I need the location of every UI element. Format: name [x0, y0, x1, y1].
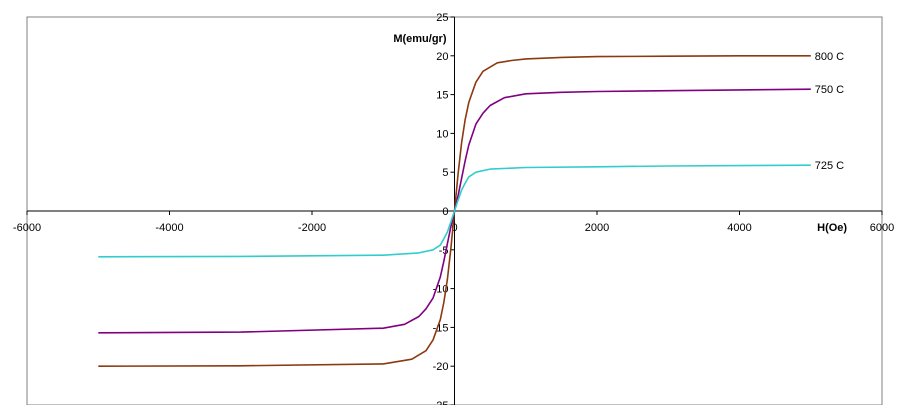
y-tick-label: 15	[436, 90, 448, 102]
axes-layer: -6000-4000-20000200040006000-25-20-15-10…	[13, 12, 894, 410]
y-tick-label: -25	[433, 400, 449, 405]
x-axis-title: H(Oe)	[817, 222, 847, 234]
x-tick-label: 4000	[727, 222, 751, 234]
y-tick-label: 25	[436, 12, 448, 24]
series-line-800-c	[98, 54, 811, 368]
x-tick-label: -6000	[13, 222, 41, 234]
y-tick-label: 20	[436, 51, 448, 63]
x-tick-label: 0	[451, 222, 457, 234]
series-label-800-c: 800 C	[815, 51, 844, 63]
series-label-750-c: 750 C	[815, 84, 844, 96]
y-tick-label: -5	[439, 245, 449, 257]
y-tick-label: 5	[442, 167, 448, 179]
labels-layer: M(emu/gr) H(Oe)	[393, 33, 847, 234]
series-line-750-c	[98, 88, 811, 334]
y-tick-label: 10	[436, 128, 448, 140]
x-tick-label: -4000	[155, 222, 183, 234]
series-label-725-c: 725 C	[815, 160, 844, 172]
series-line-725-c	[98, 164, 811, 258]
y-axis-title: M(emu/gr)	[393, 33, 447, 45]
x-tick-label: -2000	[298, 222, 326, 234]
series-layer: 800 C 750 C 725 C	[98, 51, 844, 368]
x-tick-label: 2000	[585, 222, 609, 234]
y-tick-label: 0	[442, 206, 448, 218]
x-tick-label: 6000	[870, 222, 894, 234]
y-tick-label: -20	[433, 361, 449, 373]
